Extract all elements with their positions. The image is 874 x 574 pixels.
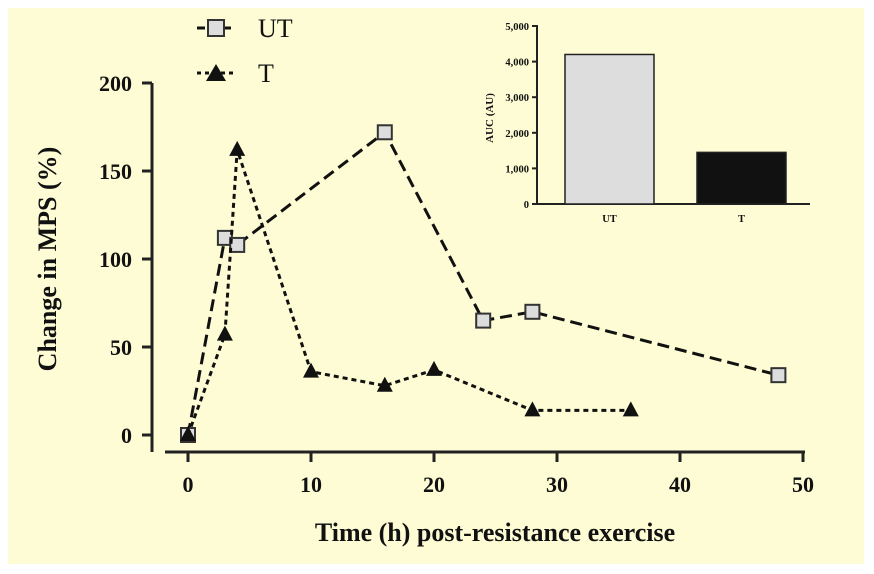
data-point-T [303, 362, 319, 378]
data-point-UT [229, 236, 246, 253]
inset-bar-UT [564, 53, 655, 205]
data-point-T [180, 426, 196, 441]
inset-bar-T [696, 151, 787, 205]
x-tick-label: 0 [183, 472, 194, 497]
legend-t-label: T [258, 59, 274, 88]
y-tick-label: 200 [99, 71, 132, 96]
x-tick-label: 20 [423, 472, 445, 497]
inset-x-tick-label: T [738, 214, 745, 225]
x-tick-label: 50 [792, 472, 814, 497]
data-point-UT [770, 367, 787, 384]
y-tick-label: 50 [110, 335, 132, 360]
data-point-UT [475, 312, 492, 329]
y-tick-label: 150 [99, 159, 132, 184]
y-tick-label: 0 [121, 423, 132, 448]
y-axis-label: Change in MPS (%) [33, 147, 62, 372]
legend-ut-square-marker [207, 19, 225, 37]
legend: UT T [197, 14, 293, 88]
inset-y-tick-label: 4,000 [505, 58, 529, 69]
inset-y-tick-label: 2,000 [505, 129, 529, 140]
inset-y-tick-label: 5,000 [505, 22, 529, 33]
data-point-T [216, 325, 233, 341]
inset-y-tick-label: 1,000 [505, 164, 529, 175]
series-line-T [186, 149, 631, 436]
data-point-UT [376, 124, 393, 141]
data-point-T [524, 401, 541, 417]
data-point-T [229, 140, 246, 156]
x-tick-label: 40 [669, 472, 691, 497]
legend-t-triangle-marker [206, 64, 226, 81]
inset-x-tick-label: UT [602, 214, 617, 225]
data-point-T [376, 376, 393, 392]
data-point-UT [524, 303, 541, 320]
inset-y-tick-label: 3,000 [505, 93, 529, 104]
inset-y-axis-label: AUC (AU) [484, 93, 496, 143]
x-tick-label: 30 [546, 472, 568, 497]
x-tick-label: 10 [300, 472, 322, 497]
inset-y-tick-label: 0 [524, 200, 529, 211]
data-point-T [426, 360, 442, 376]
data-point-T [622, 401, 639, 417]
y-tick-label: 100 [99, 247, 132, 272]
x-axis-label: Time (h) post-resistance exercise [315, 518, 675, 547]
legend-ut-label: UT [258, 14, 293, 43]
